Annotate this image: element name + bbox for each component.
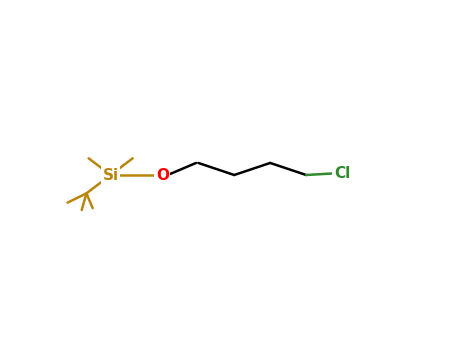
Text: O: O [156, 168, 169, 182]
Text: Cl: Cl [334, 166, 350, 181]
Text: Si: Si [102, 168, 119, 182]
